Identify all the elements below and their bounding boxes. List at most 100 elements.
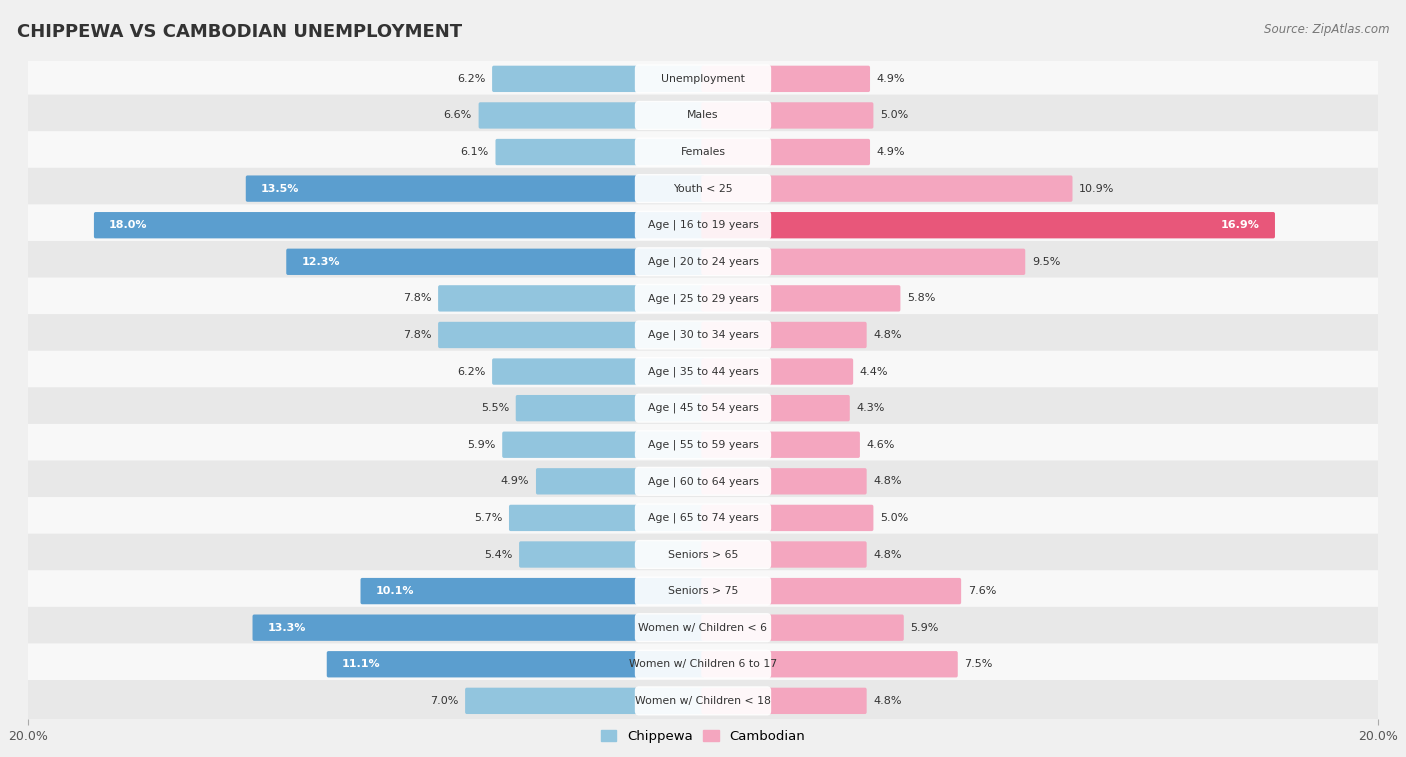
Text: Age | 25 to 29 years: Age | 25 to 29 years (648, 293, 758, 304)
Text: 7.0%: 7.0% (430, 696, 458, 706)
FancyBboxPatch shape (636, 174, 770, 203)
Text: 6.2%: 6.2% (457, 74, 485, 84)
FancyBboxPatch shape (246, 176, 704, 202)
FancyBboxPatch shape (636, 687, 770, 715)
Text: Age | 30 to 34 years: Age | 30 to 34 years (648, 330, 758, 340)
FancyBboxPatch shape (22, 643, 1384, 685)
FancyBboxPatch shape (636, 503, 770, 532)
FancyBboxPatch shape (439, 322, 704, 348)
Text: 6.6%: 6.6% (444, 111, 472, 120)
FancyBboxPatch shape (492, 358, 704, 385)
FancyBboxPatch shape (22, 424, 1384, 466)
Text: Women w/ Children < 18: Women w/ Children < 18 (636, 696, 770, 706)
FancyBboxPatch shape (22, 388, 1384, 429)
Text: 12.3%: 12.3% (301, 257, 340, 266)
FancyBboxPatch shape (439, 285, 704, 312)
FancyBboxPatch shape (702, 139, 870, 165)
Text: Age | 20 to 24 years: Age | 20 to 24 years (648, 257, 758, 267)
FancyBboxPatch shape (702, 212, 1275, 238)
FancyBboxPatch shape (636, 320, 770, 350)
FancyBboxPatch shape (702, 358, 853, 385)
Legend: Chippewa, Cambodian: Chippewa, Cambodian (595, 725, 811, 749)
Text: Females: Females (681, 147, 725, 157)
FancyBboxPatch shape (636, 284, 770, 313)
Text: 9.5%: 9.5% (1032, 257, 1060, 266)
Text: Seniors > 65: Seniors > 65 (668, 550, 738, 559)
FancyBboxPatch shape (702, 322, 866, 348)
FancyBboxPatch shape (636, 613, 770, 642)
Text: 4.8%: 4.8% (873, 696, 901, 706)
FancyBboxPatch shape (22, 497, 1384, 539)
FancyBboxPatch shape (636, 357, 770, 386)
Text: 7.5%: 7.5% (965, 659, 993, 669)
Text: Women w/ Children < 6: Women w/ Children < 6 (638, 623, 768, 633)
FancyBboxPatch shape (636, 540, 770, 569)
Text: 16.9%: 16.9% (1220, 220, 1260, 230)
Text: 6.2%: 6.2% (457, 366, 485, 376)
Text: Age | 60 to 64 years: Age | 60 to 64 years (648, 476, 758, 487)
FancyBboxPatch shape (702, 176, 1073, 202)
Text: Age | 45 to 54 years: Age | 45 to 54 years (648, 403, 758, 413)
FancyBboxPatch shape (636, 394, 770, 422)
Text: Source: ZipAtlas.com: Source: ZipAtlas.com (1264, 23, 1389, 36)
FancyBboxPatch shape (636, 577, 770, 606)
FancyBboxPatch shape (702, 505, 873, 531)
FancyBboxPatch shape (702, 248, 1025, 275)
Text: Women w/ Children 6 to 17: Women w/ Children 6 to 17 (628, 659, 778, 669)
Text: Age | 35 to 44 years: Age | 35 to 44 years (648, 366, 758, 377)
Text: 5.4%: 5.4% (484, 550, 512, 559)
FancyBboxPatch shape (702, 431, 860, 458)
FancyBboxPatch shape (22, 241, 1384, 282)
Text: 10.1%: 10.1% (375, 586, 415, 596)
FancyBboxPatch shape (22, 58, 1384, 100)
FancyBboxPatch shape (22, 314, 1384, 356)
FancyBboxPatch shape (636, 138, 770, 167)
FancyBboxPatch shape (326, 651, 704, 678)
FancyBboxPatch shape (253, 615, 704, 641)
Text: 4.3%: 4.3% (856, 403, 884, 413)
Text: 4.8%: 4.8% (873, 550, 901, 559)
FancyBboxPatch shape (702, 615, 904, 641)
FancyBboxPatch shape (22, 131, 1384, 173)
FancyBboxPatch shape (465, 687, 704, 714)
Text: 4.4%: 4.4% (860, 366, 889, 376)
Text: 4.9%: 4.9% (877, 147, 905, 157)
Text: 5.5%: 5.5% (481, 403, 509, 413)
FancyBboxPatch shape (94, 212, 704, 238)
Text: CHIPPEWA VS CAMBODIAN UNEMPLOYMENT: CHIPPEWA VS CAMBODIAN UNEMPLOYMENT (17, 23, 463, 41)
FancyBboxPatch shape (636, 248, 770, 276)
FancyBboxPatch shape (22, 460, 1384, 502)
Text: 5.0%: 5.0% (880, 111, 908, 120)
FancyBboxPatch shape (702, 578, 962, 604)
Text: Males: Males (688, 111, 718, 120)
FancyBboxPatch shape (22, 534, 1384, 575)
Text: Seniors > 75: Seniors > 75 (668, 586, 738, 596)
FancyBboxPatch shape (22, 95, 1384, 136)
Text: 4.8%: 4.8% (873, 476, 901, 486)
FancyBboxPatch shape (509, 505, 704, 531)
Text: 7.8%: 7.8% (404, 294, 432, 304)
FancyBboxPatch shape (360, 578, 704, 604)
FancyBboxPatch shape (702, 285, 900, 312)
Text: 4.9%: 4.9% (877, 74, 905, 84)
FancyBboxPatch shape (492, 66, 704, 92)
Text: 5.7%: 5.7% (474, 513, 502, 523)
Text: 4.9%: 4.9% (501, 476, 529, 486)
Text: 5.9%: 5.9% (467, 440, 495, 450)
Text: 4.8%: 4.8% (873, 330, 901, 340)
FancyBboxPatch shape (702, 687, 866, 714)
Text: 7.8%: 7.8% (404, 330, 432, 340)
FancyBboxPatch shape (702, 102, 873, 129)
Text: 6.1%: 6.1% (461, 147, 489, 157)
FancyBboxPatch shape (502, 431, 704, 458)
Text: 13.5%: 13.5% (262, 184, 299, 194)
Text: 10.9%: 10.9% (1080, 184, 1115, 194)
Text: 5.9%: 5.9% (911, 623, 939, 633)
FancyBboxPatch shape (702, 66, 870, 92)
FancyBboxPatch shape (636, 430, 770, 459)
FancyBboxPatch shape (702, 395, 849, 422)
FancyBboxPatch shape (636, 64, 770, 93)
Text: Age | 55 to 59 years: Age | 55 to 59 years (648, 440, 758, 450)
FancyBboxPatch shape (636, 467, 770, 496)
FancyBboxPatch shape (287, 248, 704, 275)
